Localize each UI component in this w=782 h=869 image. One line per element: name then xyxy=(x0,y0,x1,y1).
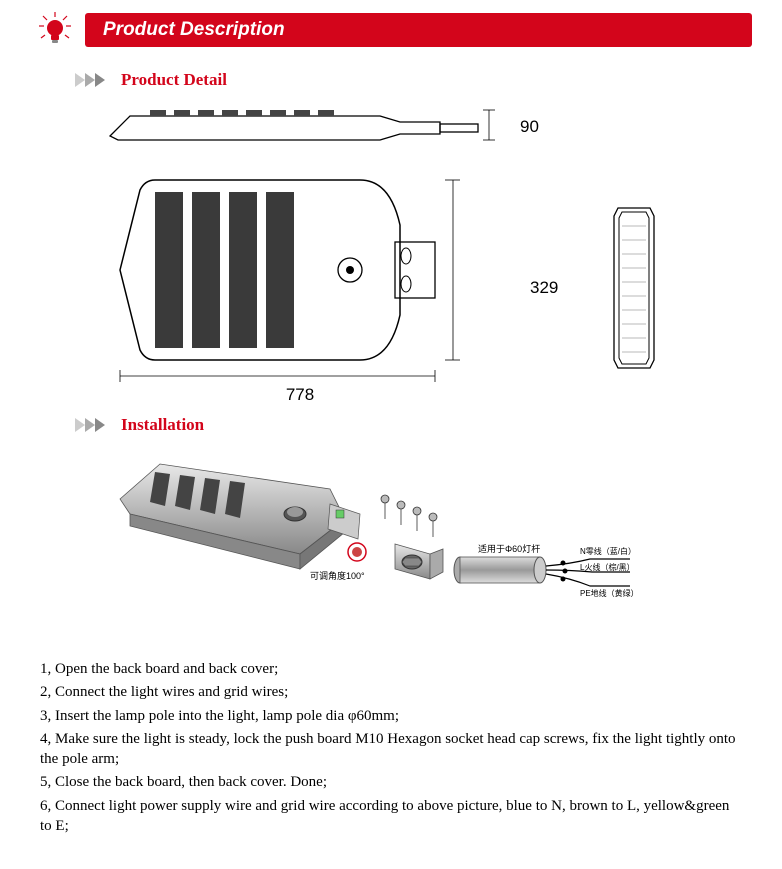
step-6: 6, Connect light power supply wire and g… xyxy=(40,796,742,837)
pole-label: 适用于Φ60灯杆 xyxy=(478,543,540,554)
screws xyxy=(381,495,437,537)
step-3: 3, Insert the lamp pole into the light, … xyxy=(40,706,742,726)
arrows-icon xyxy=(75,73,111,87)
top-view-row: 778 329 xyxy=(100,170,742,405)
arrows-icon xyxy=(75,418,111,432)
diagram-area: 90 xyxy=(0,94,782,415)
install-steps: 1, Open the back board and back cover; 2… xyxy=(0,659,782,859)
wire-n-label: N零线（蓝/白） xyxy=(580,546,636,556)
bulb-icon xyxy=(35,10,75,50)
dim-length: 778 xyxy=(286,385,314,404)
section-installation: Installation xyxy=(0,415,782,435)
dim-width: 329 xyxy=(530,278,558,298)
section-product-detail: Product Detail xyxy=(0,70,782,90)
end-view-diagram xyxy=(608,198,660,378)
dim-height: 90 xyxy=(520,117,539,137)
install-diagram: 可调角度100° 适用于Φ60灯杆 xyxy=(100,444,660,634)
wire-pe-label: PE地线（黄绿） xyxy=(580,588,639,598)
step-4: 4, Make sure the light is steady, lock t… xyxy=(40,729,742,770)
install-diagram-wrap: 可调角度100° 适用于Φ60灯杆 xyxy=(0,439,782,659)
angle-label: 可调角度100° xyxy=(310,570,365,581)
side-view-row: 90 xyxy=(100,104,742,150)
header-title: Product Description xyxy=(103,19,285,41)
step-2: 2, Connect the light wires and grid wire… xyxy=(40,682,742,702)
section-install-title: Installation xyxy=(121,415,204,435)
header-bar-bg: Product Description xyxy=(85,13,752,47)
step-1: 1, Open the back board and back cover; xyxy=(40,659,742,679)
wire-l-label: L火线（棕/黑） xyxy=(580,562,635,572)
step-5: 5, Close the back board, then back cover… xyxy=(40,772,742,792)
side-view-diagram xyxy=(100,104,500,150)
section-detail-title: Product Detail xyxy=(121,70,227,90)
header-bar: Product Description xyxy=(0,10,782,50)
top-view-diagram xyxy=(100,170,500,390)
